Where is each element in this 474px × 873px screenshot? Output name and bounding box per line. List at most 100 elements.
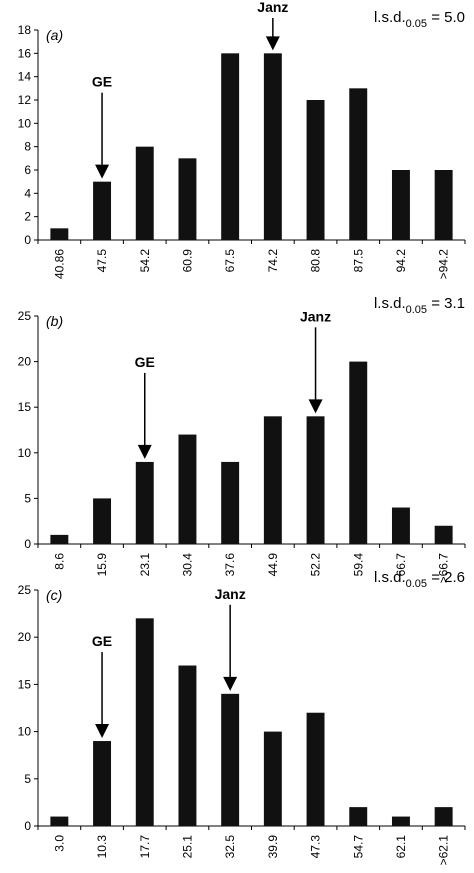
- bar: [93, 181, 112, 240]
- y-tick-label: 10: [18, 116, 32, 130]
- panel: 0 2 4 6 8 10 12 14 16 18 40.86 47.5 54.2 60.9 67.5 74.2…: [18, 0, 466, 280]
- y-tick-label: 5: [24, 491, 31, 505]
- x-tick-label: 59.4: [351, 553, 365, 577]
- y-tick-label: 20: [18, 355, 32, 369]
- y-tick-label: 14: [18, 70, 32, 84]
- bar: [263, 53, 282, 241]
- x-tick-label: 54.7: [351, 835, 365, 859]
- annotation-label: GE: [135, 354, 155, 370]
- y-tick-label: 12: [18, 93, 32, 107]
- lsd-subscript: 0.05: [406, 304, 427, 316]
- x-tick-label: 66.7: [394, 553, 408, 577]
- y-tick-label: 0: [24, 233, 31, 247]
- x-tick-label: >94.2: [437, 249, 451, 280]
- x-tick-label: 87.5: [351, 249, 365, 273]
- panel-label: (a): [46, 27, 63, 43]
- annotation-label: GE: [92, 633, 112, 649]
- bar: [93, 741, 112, 826]
- y-tick-label: 16: [18, 46, 32, 60]
- lsd-annotation: l.s.d.0.05 = 2.6: [374, 569, 465, 590]
- bar: [434, 170, 453, 240]
- y-tick-label: 20: [18, 630, 32, 644]
- bar: [178, 665, 197, 826]
- y-tick-label: 2: [24, 210, 31, 224]
- y-tick-label: 0: [24, 537, 31, 551]
- y-tick-label: 4: [24, 186, 31, 200]
- bar: [391, 507, 410, 544]
- y-tick-label: 18: [18, 23, 32, 37]
- x-tick-label: 32.5: [223, 835, 237, 859]
- bar: [221, 53, 240, 241]
- bar: [50, 228, 69, 240]
- x-tick-label: >62.1: [437, 835, 451, 866]
- annotation-arrow-head: [137, 444, 152, 459]
- panel: 0 5 10 15 20 25 8.6 15.9 23.1 30.4 37.6 44.9 52.2 59.…: [18, 295, 466, 583]
- bar: [135, 461, 154, 544]
- x-tick-label: 3.0: [52, 835, 66, 852]
- x-tick-label: 37.6: [223, 553, 237, 577]
- annotation-arrow-head: [95, 724, 110, 739]
- annotation-arrow-head: [308, 399, 323, 414]
- panel-label: (c): [46, 587, 62, 603]
- x-tick-label: 30.4: [180, 553, 194, 577]
- y-tick-label: 0: [24, 819, 31, 833]
- y-tick-label: 25: [18, 309, 32, 323]
- bar: [306, 416, 325, 544]
- bar: [349, 807, 368, 826]
- x-tick-label: 39.9: [266, 835, 280, 859]
- bar: [391, 816, 410, 826]
- lsd-subscript: 0.05: [406, 578, 427, 590]
- bar: [178, 434, 197, 544]
- y-tick-label: 10: [18, 446, 32, 460]
- lsd-prefix: l.s.d.: [374, 295, 406, 312]
- annotation-label: Janz: [215, 586, 246, 602]
- x-tick-label: 40.86: [52, 249, 66, 279]
- x-tick-label: 94.2: [394, 249, 408, 273]
- annotation-label: Janz: [257, 0, 288, 15]
- bar: [135, 146, 154, 240]
- lsd-value: = 5.0: [427, 9, 465, 26]
- x-tick-label: 74.2: [266, 249, 280, 273]
- x-tick-label: 52.2: [309, 553, 323, 577]
- bar: [50, 816, 69, 826]
- bar: [135, 618, 154, 826]
- x-tick-label: 15.9: [95, 553, 109, 577]
- bar: [263, 416, 282, 544]
- bar: [434, 525, 453, 544]
- panel: 0 5 10 15 20 25 3.0 10.3 17.7 25.1 32.5 39.9 47.3 54.…: [18, 569, 466, 866]
- bar: [391, 170, 410, 240]
- bar: [306, 100, 325, 240]
- x-tick-label: 60.9: [180, 249, 194, 273]
- x-tick-label: 47.3: [309, 835, 323, 859]
- bar: [50, 534, 69, 544]
- x-tick-label: 67.5: [223, 249, 237, 273]
- bar: [349, 361, 368, 544]
- annotation-arrow-head: [95, 164, 110, 179]
- lsd-value: = 3.1: [427, 295, 465, 312]
- lsd-subscript: 0.05: [406, 18, 427, 30]
- bar: [93, 498, 112, 544]
- x-tick-label: 25.1: [180, 835, 194, 859]
- x-tick-label: 17.7: [138, 835, 152, 859]
- y-tick-label: 15: [18, 400, 32, 414]
- x-tick-label: 54.2: [138, 249, 152, 273]
- y-tick-label: 10: [18, 725, 32, 739]
- x-tick-label: 10.3: [95, 835, 109, 859]
- x-tick-label: 44.9: [266, 553, 280, 577]
- y-tick-label: 25: [18, 583, 32, 597]
- lsd-annotation: l.s.d.0.05 = 5.0: [374, 9, 465, 30]
- bar: [349, 88, 368, 240]
- bar: [434, 807, 453, 826]
- annotation-label: Janz: [300, 308, 331, 324]
- x-tick-label: 62.1: [394, 835, 408, 859]
- lsd-value: = 2.6: [427, 569, 465, 586]
- lsd-annotation: l.s.d.0.05 = 3.1: [374, 295, 465, 316]
- bar: [263, 731, 282, 826]
- x-tick-label: 80.8: [309, 249, 323, 273]
- annotation-arrow-head: [223, 676, 238, 691]
- y-tick-label: 5: [24, 772, 31, 786]
- lsd-prefix: l.s.d.: [374, 9, 406, 26]
- annotation-label: GE: [92, 74, 112, 90]
- bar: [221, 461, 240, 544]
